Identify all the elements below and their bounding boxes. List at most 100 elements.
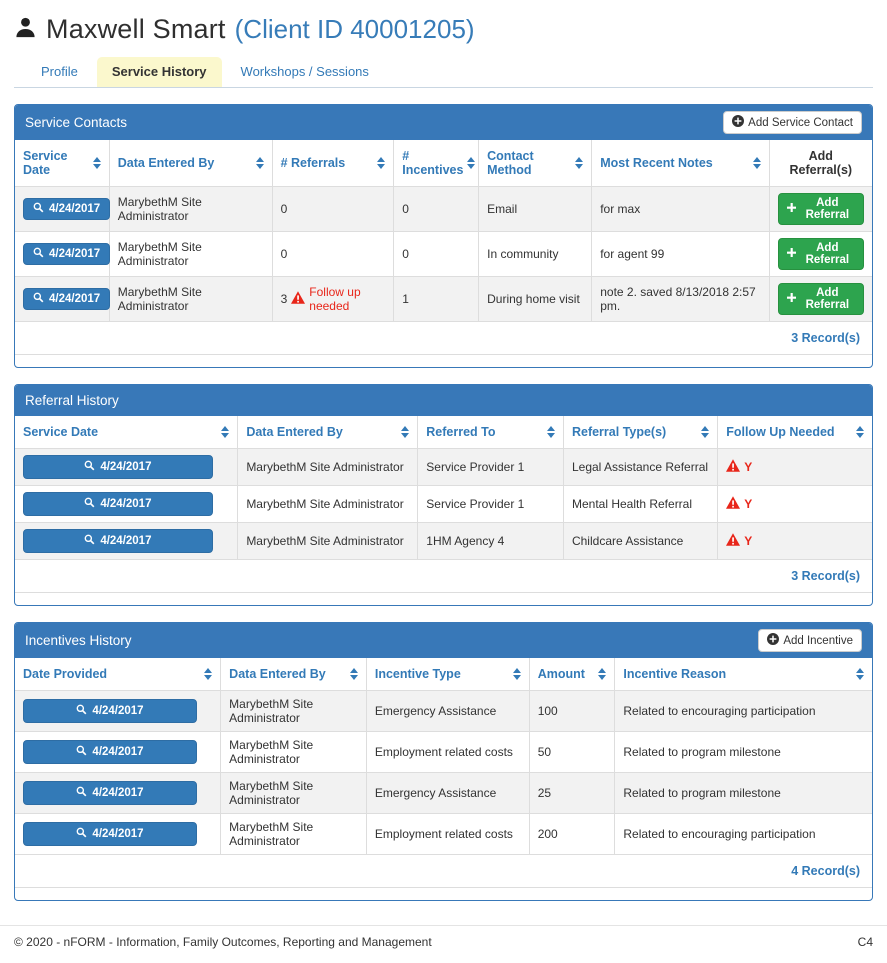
page-footer: © 2020 - nFORM - Information, Family Out… xyxy=(0,925,887,963)
add-service-contact-button[interactable]: Add Service Contact xyxy=(723,111,862,134)
referrals-cell: 0 xyxy=(272,186,395,232)
magnifier-icon xyxy=(33,202,44,216)
notes-cell: note 2. saved 8/13/2018 2:57 pm. xyxy=(591,276,770,322)
client-name: Maxwell Smart xyxy=(46,14,226,44)
tab-profile[interactable]: Profile xyxy=(41,64,78,79)
view-referral-button[interactable]: 4/24/2017 xyxy=(23,492,213,516)
sort-icon xyxy=(856,668,864,680)
page-title: Maxwell Smart (Client ID 40001205) xyxy=(14,14,873,45)
add-referral-button[interactable]: Add Referral xyxy=(777,238,864,270)
incentive-type-cell: Emergency Assistance xyxy=(366,772,530,814)
service-contacts-table: Service Date Data Entered By # Referrals… xyxy=(15,140,872,355)
incentive-type-cell: Emergency Assistance xyxy=(366,690,530,732)
view-incentive-button[interactable]: 4/24/2017 xyxy=(23,822,198,846)
table-row: 4/24/2017 MarybethM Site Administrator 0… xyxy=(15,186,872,232)
record-count-row: 3 Record(s) xyxy=(15,321,872,355)
table-row: 4/24/2017 MarybethM Site Administrator S… xyxy=(15,448,872,486)
follow-up-cell: Y xyxy=(717,485,872,523)
incentives-history-panel: Incentives History Add Incentive Date Pr… xyxy=(14,622,873,901)
col-num-referrals[interactable]: # Referrals xyxy=(272,140,395,187)
incentives-history-header-row: Date Provided Data Entered By Incentive … xyxy=(15,658,872,691)
table-row: 4/24/2017 MarybethM Site Administrator E… xyxy=(15,731,872,773)
col-referral-types[interactable]: Referral Type(s) xyxy=(563,416,719,449)
entered-by-cell: MarybethM Site Administrator xyxy=(220,772,367,814)
col-data-entered-by[interactable]: Data Entered By xyxy=(237,416,419,449)
table-row: 4/24/2017 MarybethM Site Administrator S… xyxy=(15,485,872,523)
tab-bar: Profile Service History Workshops / Sess… xyxy=(14,57,873,88)
add-incentive-button[interactable]: Add Incentive xyxy=(758,629,862,652)
view-service-contact-button[interactable]: 4/24/2017 xyxy=(23,288,111,310)
col-num-incentives[interactable]: # Incentives xyxy=(393,140,480,187)
notes-cell: for agent 99 xyxy=(591,231,770,277)
tab-service-history[interactable]: Service History xyxy=(96,57,222,87)
referral-history-heading: Referral History xyxy=(15,385,872,416)
col-amount[interactable]: Amount xyxy=(529,658,616,691)
view-referral-button[interactable]: 4/24/2017 xyxy=(23,529,213,553)
record-count: 3 Record(s) xyxy=(15,321,872,355)
view-incentive-button[interactable]: 4/24/2017 xyxy=(23,740,198,764)
referral-history-panel: Referral History Service Date Data Enter… xyxy=(14,384,873,606)
amount-cell: 25 xyxy=(529,772,616,814)
referral-history-title: Referral History xyxy=(25,393,119,408)
sort-icon xyxy=(546,426,555,438)
referral-history-table: Service Date Data Entered By Referred To… xyxy=(15,416,872,593)
plus-icon xyxy=(786,203,796,215)
add-referral-button[interactable]: Add Referral xyxy=(777,193,864,225)
service-contacts-title: Service Contacts xyxy=(25,115,128,130)
magnifier-icon xyxy=(84,497,95,511)
contact-method-cell: Email xyxy=(478,186,593,232)
entered-by-cell: MarybethM Site Administrator xyxy=(109,231,273,277)
col-incentive-type[interactable]: Incentive Type xyxy=(366,658,530,691)
warning-triangle-icon xyxy=(726,496,741,512)
add-referral-button[interactable]: Add Referral xyxy=(777,283,864,315)
view-incentive-button[interactable]: 4/24/2017 xyxy=(23,699,198,723)
view-service-contact-button[interactable]: 4/24/2017 xyxy=(23,243,111,265)
incentive-reason-cell: Related to encouraging participation xyxy=(614,690,872,732)
record-count: 4 Record(s) xyxy=(15,854,872,888)
view-service-contact-button[interactable]: 4/24/2017 xyxy=(23,198,111,220)
page-code: C4 xyxy=(857,935,873,949)
tab-workshops-sessions[interactable]: Workshops / Sessions xyxy=(240,64,369,79)
sort-icon xyxy=(204,668,213,680)
amount-cell: 200 xyxy=(529,813,616,855)
view-incentive-button[interactable]: 4/24/2017 xyxy=(23,781,198,805)
col-service-date[interactable]: Service Date xyxy=(15,416,239,449)
follow-up-needed-label: Follow up needed xyxy=(309,285,361,313)
referral-history-header-row: Service Date Data Entered By Referred To… xyxy=(15,416,872,449)
col-referred-to[interactable]: Referred To xyxy=(417,416,564,449)
panel-padding xyxy=(15,593,872,605)
plus-icon xyxy=(786,293,796,305)
sort-icon xyxy=(255,157,264,169)
follow-up-cell: Y xyxy=(717,448,872,486)
plus-circle-icon xyxy=(732,115,745,130)
col-service-date[interactable]: Service Date xyxy=(15,140,110,187)
copyright-text: © 2020 - nFORM - Information, Family Out… xyxy=(14,935,432,949)
magnifier-icon xyxy=(76,827,87,841)
plus-icon xyxy=(786,248,796,260)
col-contact-method[interactable]: Contact Method xyxy=(478,140,593,187)
col-data-entered-by[interactable]: Data Entered By xyxy=(109,140,273,187)
col-most-recent-notes[interactable]: Most Recent Notes xyxy=(591,140,770,187)
entered-by-cell: MarybethM Site Administrator xyxy=(237,485,419,523)
entered-by-cell: MarybethM Site Administrator xyxy=(109,186,273,232)
table-row: 4/24/2017 MarybethM Site Administrator E… xyxy=(15,813,872,855)
sort-icon xyxy=(512,668,521,680)
incentives-cell: 1 xyxy=(393,276,480,322)
magnifier-icon xyxy=(33,292,44,306)
follow-up-cell: Y xyxy=(717,522,872,560)
view-referral-button[interactable]: 4/24/2017 xyxy=(23,455,213,479)
col-incentive-reason[interactable]: Incentive Reason xyxy=(614,658,872,691)
magnifier-icon xyxy=(84,460,95,474)
amount-cell: 100 xyxy=(529,690,616,732)
client-id: (Client ID 40001205) xyxy=(234,14,475,44)
col-data-entered-by[interactable]: Data Entered By xyxy=(220,658,367,691)
service-contacts-panel: Service Contacts Add Service Contact Ser… xyxy=(14,104,873,368)
col-date-provided[interactable]: Date Provided xyxy=(15,658,222,691)
warning-triangle-icon xyxy=(726,533,741,549)
incentives-history-table: Date Provided Data Entered By Incentive … xyxy=(15,658,872,888)
incentives-cell: 0 xyxy=(393,186,480,232)
entered-by-cell: MarybethM Site Administrator xyxy=(237,448,419,486)
incentive-type-cell: Employment related costs xyxy=(366,813,530,855)
service-contacts-heading: Service Contacts Add Service Contact xyxy=(15,105,872,140)
col-follow-up-needed[interactable]: Follow Up Needed xyxy=(717,416,872,449)
